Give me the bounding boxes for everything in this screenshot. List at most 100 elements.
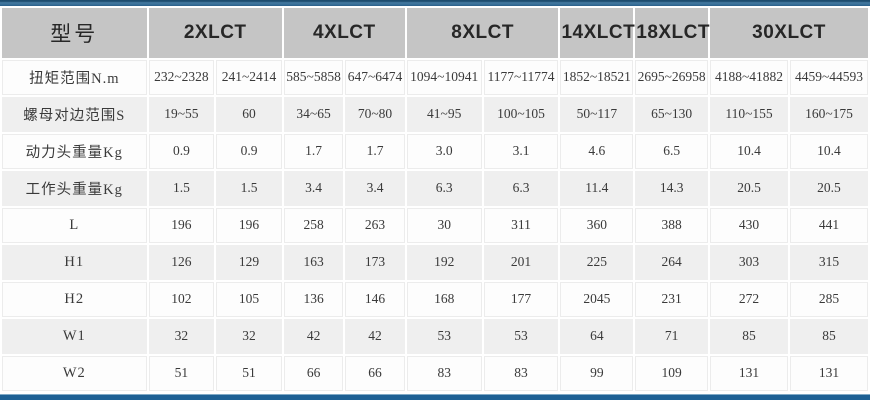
value-cell: 3.1 bbox=[483, 133, 559, 169]
value-cell: 0.9 bbox=[216, 133, 282, 169]
value-cell: 0.9 bbox=[148, 133, 215, 169]
table-row: 扭矩范围N.m 232~2328 241~2414 585~5858 647~6474 1… bbox=[2, 59, 868, 95]
value-cell: 85 bbox=[710, 318, 788, 354]
value-cell: 6.3 bbox=[483, 170, 559, 206]
value-cell: 285 bbox=[789, 281, 868, 317]
bottom-accent-bar bbox=[0, 392, 870, 400]
row-label: H1 bbox=[2, 244, 147, 280]
table-row: H1 126 129 163 173 192 201 225 264 303 315 bbox=[2, 244, 868, 280]
value-cell: 3.4 bbox=[283, 170, 344, 206]
value-cell: 14.3 bbox=[635, 170, 709, 206]
value-cell: 258 bbox=[283, 207, 344, 243]
value-cell: 4188~41882 bbox=[710, 59, 788, 95]
value-cell: 109 bbox=[635, 355, 709, 391]
value-cell: 20.5 bbox=[789, 170, 868, 206]
row-label: 螺母对边范围S bbox=[2, 96, 147, 132]
value-cell: 263 bbox=[345, 207, 405, 243]
table-row: L 196 196 258 263 30 311 360 388 430 441 bbox=[2, 207, 868, 243]
value-cell: 53 bbox=[406, 318, 482, 354]
value-cell: 65~130 bbox=[635, 96, 709, 132]
value-cell: 201 bbox=[483, 244, 559, 280]
value-cell: 2695~26958 bbox=[635, 59, 709, 95]
header-group-4xlct: 4XLCT bbox=[283, 7, 405, 58]
header-group-18xlct: 18XLCT bbox=[635, 7, 710, 58]
value-cell: 315 bbox=[789, 244, 868, 280]
value-cell: 2045 bbox=[560, 281, 634, 317]
value-cell: 70~80 bbox=[345, 96, 405, 132]
value-cell: 173 bbox=[345, 244, 405, 280]
value-cell: 42 bbox=[345, 318, 405, 354]
row-label: L bbox=[2, 207, 147, 243]
value-cell: 585~5858 bbox=[283, 59, 344, 95]
value-cell: 131 bbox=[789, 355, 868, 391]
value-cell: 4.6 bbox=[560, 133, 634, 169]
table-row: W1 32 32 42 42 53 53 64 71 85 85 bbox=[2, 318, 868, 354]
value-cell: 311 bbox=[483, 207, 559, 243]
value-cell: 99 bbox=[560, 355, 634, 391]
value-cell: 19~55 bbox=[148, 96, 215, 132]
value-cell: 50~117 bbox=[560, 96, 634, 132]
value-cell: 53 bbox=[483, 318, 559, 354]
value-cell: 66 bbox=[283, 355, 344, 391]
value-cell: 105 bbox=[216, 281, 282, 317]
value-cell: 1.7 bbox=[283, 133, 344, 169]
value-cell: 430 bbox=[710, 207, 788, 243]
value-cell: 129 bbox=[216, 244, 282, 280]
value-cell: 110~155 bbox=[710, 96, 788, 132]
value-cell: 163 bbox=[283, 244, 344, 280]
header-group-30xlct: 30XLCT bbox=[710, 7, 868, 58]
table-row: 动力头重量Kg 0.9 0.9 1.7 1.7 3.0 3.1 4.6 6.5 10.4 10.4 bbox=[2, 133, 868, 169]
row-label: 动力头重量Kg bbox=[2, 133, 147, 169]
value-cell: 647~6474 bbox=[345, 59, 405, 95]
value-cell: 160~175 bbox=[789, 96, 868, 132]
value-cell: 41~95 bbox=[406, 96, 482, 132]
value-cell: 360 bbox=[560, 207, 634, 243]
header-group-8xlct: 8XLCT bbox=[406, 7, 559, 58]
top-accent-bar bbox=[0, 0, 870, 6]
value-cell: 196 bbox=[148, 207, 215, 243]
value-cell: 264 bbox=[635, 244, 709, 280]
value-cell: 1852~18521 bbox=[560, 59, 634, 95]
value-cell: 10.4 bbox=[789, 133, 868, 169]
value-cell: 1.5 bbox=[216, 170, 282, 206]
table-row: 螺母对边范围S 19~55 60 34~65 70~80 41~95 100~105 50~1… bbox=[2, 96, 868, 132]
value-cell: 146 bbox=[345, 281, 405, 317]
value-cell: 10.4 bbox=[710, 133, 788, 169]
value-cell: 177 bbox=[483, 281, 559, 317]
header-row: 型号 2XLCT 4XLCT 8XLCT 14XLCT 18XLCT 30XLC… bbox=[2, 7, 868, 58]
value-cell: 225 bbox=[560, 244, 634, 280]
value-cell: 51 bbox=[216, 355, 282, 391]
value-cell: 1.7 bbox=[345, 133, 405, 169]
value-cell: 42 bbox=[283, 318, 344, 354]
row-label: H2 bbox=[2, 281, 147, 317]
value-cell: 30 bbox=[406, 207, 482, 243]
value-cell: 441 bbox=[789, 207, 868, 243]
value-cell: 1.5 bbox=[148, 170, 215, 206]
value-cell: 303 bbox=[710, 244, 788, 280]
value-cell: 272 bbox=[710, 281, 788, 317]
value-cell: 231 bbox=[635, 281, 709, 317]
value-cell: 85 bbox=[789, 318, 868, 354]
value-cell: 32 bbox=[148, 318, 215, 354]
value-cell: 100~105 bbox=[483, 96, 559, 132]
value-cell: 4459~44593 bbox=[789, 59, 868, 95]
row-label: W2 bbox=[2, 355, 147, 391]
value-cell: 20.5 bbox=[710, 170, 788, 206]
value-cell: 232~2328 bbox=[148, 59, 215, 95]
value-cell: 71 bbox=[635, 318, 709, 354]
value-cell: 64 bbox=[560, 318, 634, 354]
header-group-2xlct: 2XLCT bbox=[148, 7, 282, 58]
value-cell: 136 bbox=[283, 281, 344, 317]
value-cell: 83 bbox=[406, 355, 482, 391]
spec-table-body: 扭矩范围N.m 232~2328 241~2414 585~5858 647~6474 1… bbox=[2, 59, 868, 391]
row-label: 工作头重量Kg bbox=[2, 170, 147, 206]
table-row: 工作头重量Kg 1.5 1.5 3.4 3.4 6.3 6.3 11.4 14.3 20.5 20.… bbox=[2, 170, 868, 206]
value-cell: 241~2414 bbox=[216, 59, 282, 95]
spec-table: 型号 2XLCT 4XLCT 8XLCT 14XLCT 18XLCT 30XLC… bbox=[0, 5, 870, 393]
value-cell: 83 bbox=[483, 355, 559, 391]
value-cell: 1094~10941 bbox=[406, 59, 482, 95]
value-cell: 3.0 bbox=[406, 133, 482, 169]
value-cell: 388 bbox=[635, 207, 709, 243]
value-cell: 51 bbox=[148, 355, 215, 391]
